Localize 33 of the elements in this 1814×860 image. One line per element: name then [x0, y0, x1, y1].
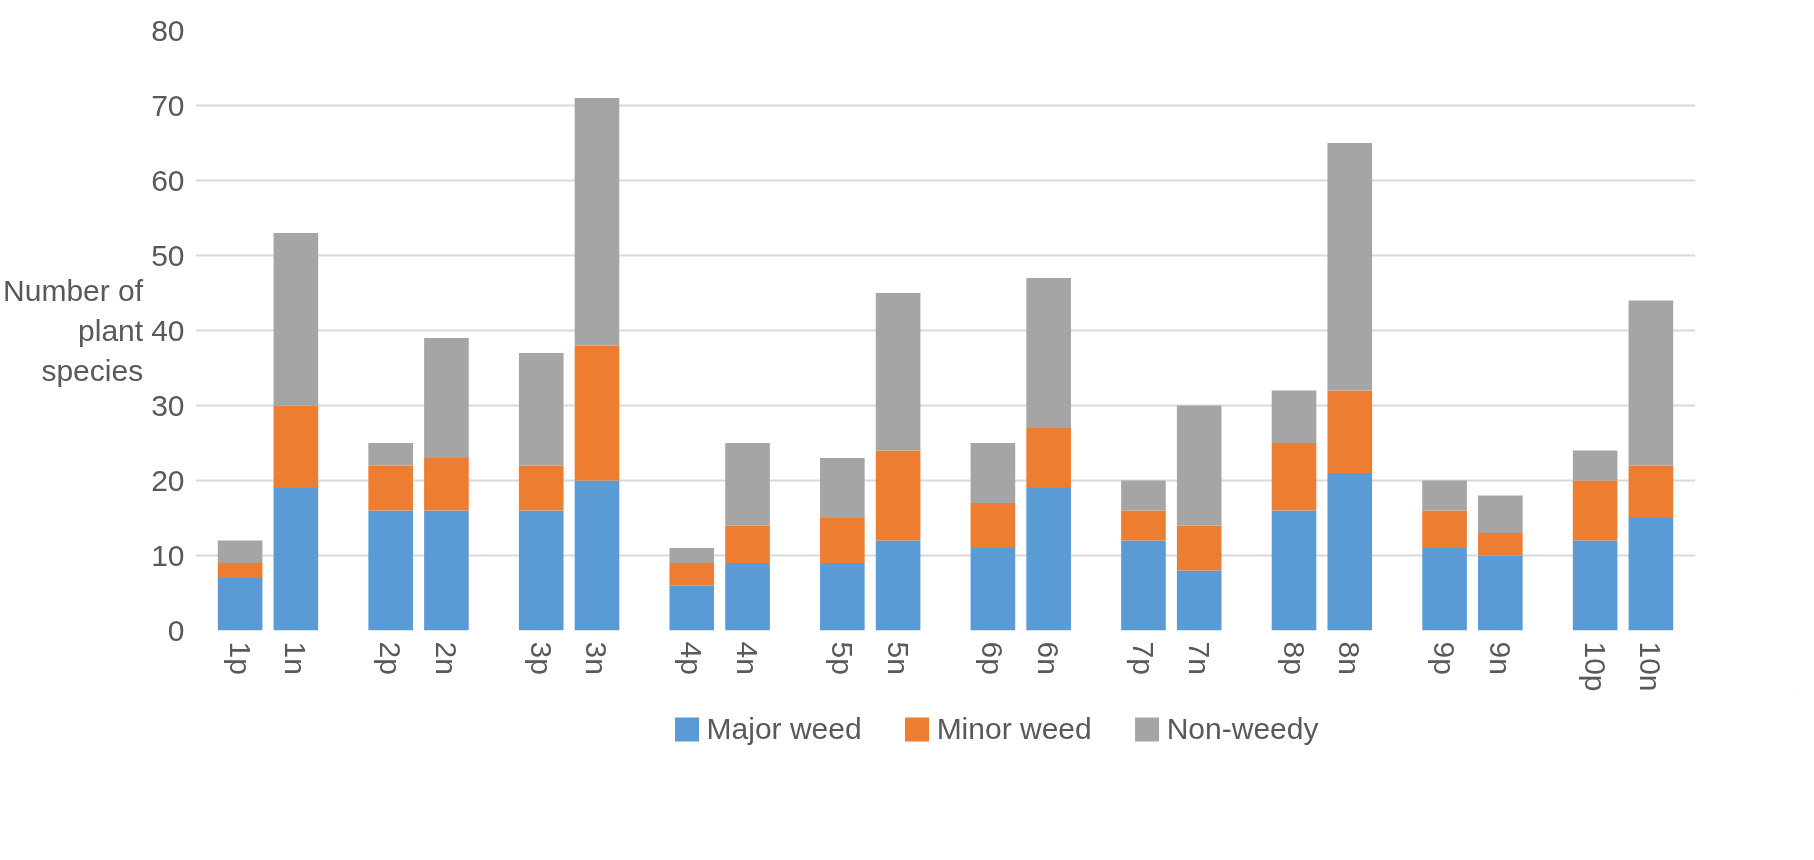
x-tick-label: 6n: [1032, 641, 1066, 675]
x-tick-label: 3n: [580, 641, 614, 675]
x-tick-label: 1n: [279, 641, 313, 675]
x-tick-label: 2p: [374, 641, 408, 675]
y-tick-label: 30: [151, 388, 185, 422]
y-tick-label: 60: [151, 163, 185, 197]
x-tick-label: 8p: [1277, 641, 1311, 675]
legend-label: Minor weed: [936, 712, 1092, 746]
x-tick-label: 5p: [825, 641, 859, 675]
x-tick-label: 10n: [1634, 641, 1668, 692]
y-tick-label: 10: [151, 538, 185, 572]
x-tick-label: 3p: [524, 641, 558, 675]
y-axis-title: Number of plant species: [3, 274, 144, 387]
y-tick-label: 40: [151, 313, 185, 347]
x-tick-label: 5n: [881, 641, 915, 675]
legend-label: Major weed: [706, 712, 862, 746]
y-tick-label: 20: [151, 463, 185, 497]
x-tick-label: 4p: [675, 641, 709, 675]
x-tick-label: 6p: [976, 641, 1010, 675]
y-tick-label: 0: [167, 613, 185, 647]
x-tick-label: 9p: [1428, 641, 1462, 675]
y-tick-label: 80: [151, 13, 185, 47]
x-tick-label: 8n: [1333, 641, 1367, 675]
x-tick-label: 7n: [1182, 641, 1216, 675]
y-tick-label: 50: [151, 238, 185, 272]
y-tick-label: 70: [151, 88, 185, 122]
x-tick-label: 2n: [429, 641, 463, 675]
x-tick-label: 4n: [731, 641, 765, 675]
x-tick-label: 10p: [1578, 641, 1612, 692]
x-tick-label: 1p: [223, 641, 257, 675]
legend-label: Non-weedy: [1166, 712, 1319, 746]
x-tick-label: 7p: [1126, 641, 1160, 675]
x-tick-label: 9n: [1483, 641, 1517, 675]
